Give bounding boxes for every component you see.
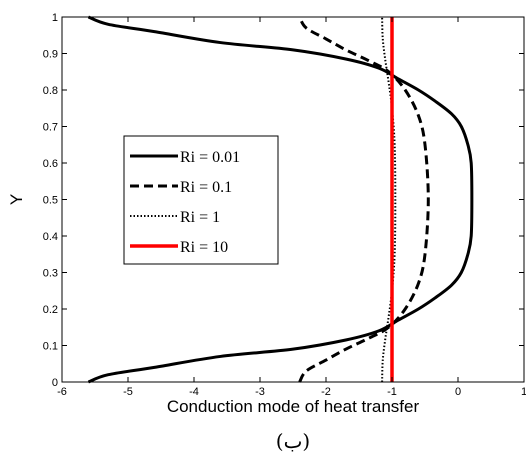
y-tick-label: 0.8 [43,85,58,97]
x-tick-label: -3 [255,386,265,398]
series-line-2 [298,16,430,383]
y-tick-label: 0.6 [43,158,58,170]
figure-caption: (ب) [276,429,310,453]
x-tick-label: 1 [521,386,526,398]
series-line-3 [381,16,397,383]
y-tick-label: 0 [52,377,58,389]
x-axis-label: Conduction mode of heat transfer [167,397,420,416]
x-tick-label: -6 [57,386,67,398]
plot-curves [87,15,474,384]
y-tick-label: 0.2 [43,304,58,316]
y-tick-label: 0.1 [43,341,58,353]
y-tick-label: 0.3 [43,268,58,280]
series-line-1 [87,15,474,384]
legend-label: Ri = 0.01 [180,149,240,166]
x-tick-label: -2 [321,386,331,398]
legend-label: Ri = 10 [180,239,228,256]
y-tick-label: 0.5 [43,195,58,207]
x-tick-label: 0 [455,386,461,398]
axis-ticks: -6 -5 -4 -3 -2 -1 0 1 0 0.1 0.2 0.3 0.4 0.5 0.6 0.7 0.8 0… [43,12,526,398]
x-tick-label: -5 [123,386,133,398]
y-tick-label: 0.9 [43,49,58,61]
legend-label: Ri = 1 [180,209,220,226]
y-tick-label: 1 [52,12,58,24]
legend-label: Ri = 0.1 [180,179,232,196]
legend: Ri = 0.01 Ri = 0.1 Ri = 1 Ri = 10 [123,135,279,265]
y-tick-label: 0.7 [43,122,58,134]
x-tick-label: -4 [189,386,199,398]
y-axis-label: Y [7,194,26,205]
y-tick-label: 0.4 [43,231,58,243]
x-tick-label: -1 [387,386,397,398]
